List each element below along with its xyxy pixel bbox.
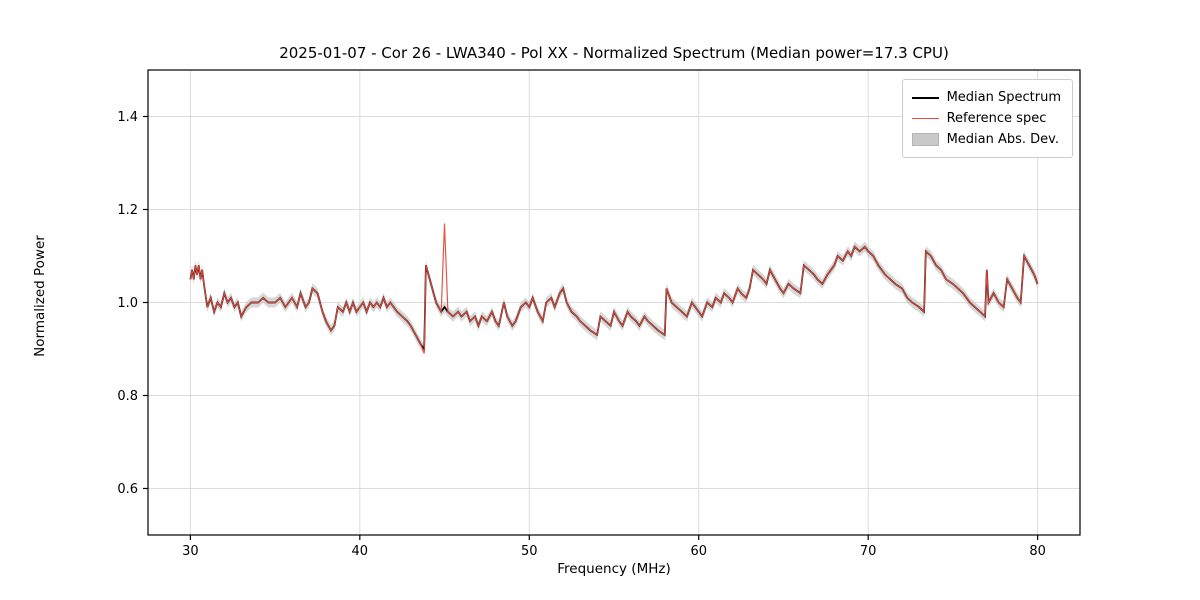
y-tick-label: 1.4 [117, 110, 138, 125]
legend-label: Reference spec [946, 111, 1047, 126]
legend-item: Median Abs. Dev. [911, 129, 1061, 150]
x-tick-label: 50 [521, 544, 538, 559]
legend-patch-swatch [911, 133, 939, 146]
reference-spec-line [189, 223, 1039, 354]
mad-band [190, 241, 1038, 355]
legend-line-swatch [911, 96, 939, 99]
y-tick-label: 0.8 [117, 389, 138, 404]
legend-item: Reference spec [911, 108, 1061, 129]
legend-label: Median Abs. Dev. [946, 132, 1060, 147]
x-tick-label: 80 [1029, 544, 1046, 559]
x-tick-label: 30 [182, 544, 199, 559]
x-tick-label: 70 [860, 544, 877, 559]
legend-item: Median Spectrum [911, 87, 1061, 108]
legend-line-swatch [911, 118, 939, 119]
x-axis-label: Frequency (MHz) [557, 561, 671, 577]
chart-title: 2025-01-07 - Cor 26 - LWA340 - Pol XX - … [279, 44, 949, 62]
x-tick-label: 40 [352, 544, 369, 559]
y-tick-label: 0.6 [117, 482, 138, 497]
y-tick-label: 1.2 [117, 203, 138, 218]
legend: Median Spectrum Reference spec Median Abs.… [901, 79, 1073, 158]
y-tick-label: 1.0 [117, 296, 138, 311]
legend-label: Median Spectrum [946, 90, 1061, 105]
x-tick-label: 60 [690, 544, 707, 559]
